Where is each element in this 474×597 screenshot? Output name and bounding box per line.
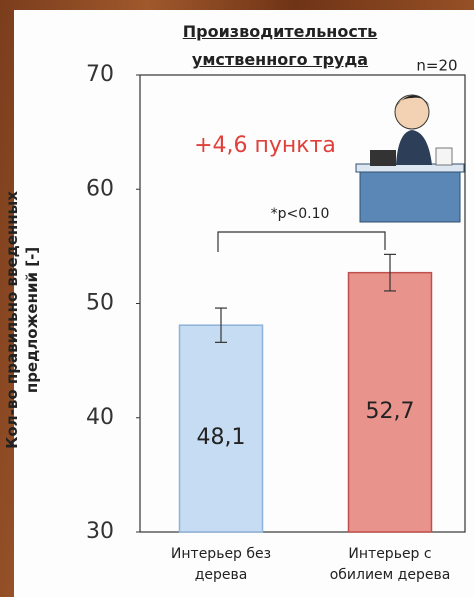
chart-title: Производительность умственного труда — [182, 22, 378, 69]
value-label: 48,1 — [197, 425, 246, 450]
n-annotation: n=20 — [416, 57, 457, 75]
difference-annotation: +4,6 пункта — [194, 133, 336, 158]
x-tick-label: Интерьер с обилием дерева — [329, 546, 451, 583]
bar — [178, 324, 264, 533]
y-tick-label: 40 — [86, 405, 114, 430]
x-tick-label: Интерьер без дерева — [170, 546, 272, 583]
y-tick-label: 70 — [86, 62, 114, 87]
bar — [347, 271, 433, 533]
y-tick-label: 30 — [86, 519, 114, 544]
y-tick-label: 60 — [86, 176, 114, 201]
value-label: 52,7 — [366, 399, 415, 424]
significance-bracket — [217, 231, 386, 252]
office-illustration — [355, 94, 465, 223]
y-axis-label: Кол-во правильно введенных предложений [… — [3, 191, 41, 449]
y-tick-label: 50 — [86, 291, 114, 316]
significance-annotation: *p<0.10 — [271, 206, 330, 222]
